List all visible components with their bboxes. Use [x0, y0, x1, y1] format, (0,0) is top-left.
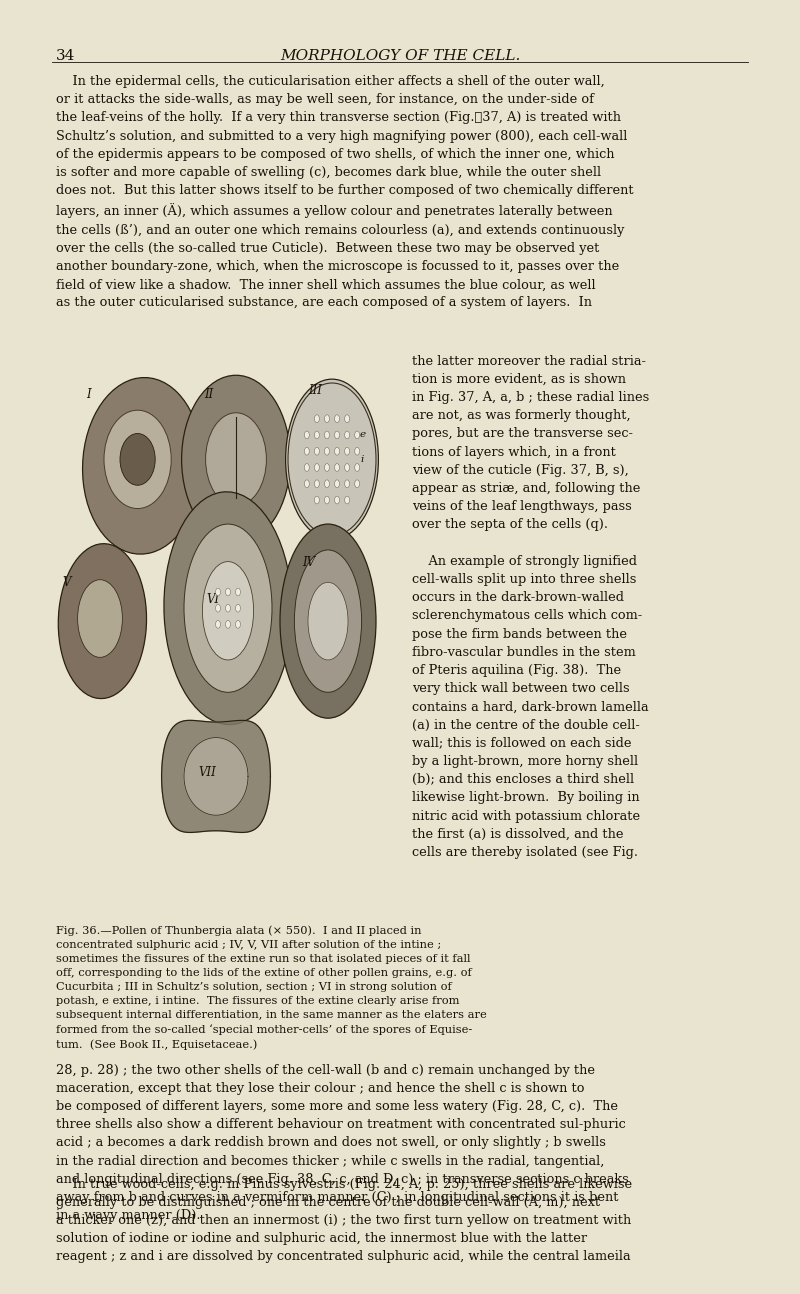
Ellipse shape [206, 413, 266, 506]
Ellipse shape [334, 448, 339, 455]
Ellipse shape [235, 620, 240, 628]
Ellipse shape [325, 463, 330, 471]
Ellipse shape [354, 480, 359, 488]
Ellipse shape [82, 378, 202, 554]
Ellipse shape [305, 463, 310, 471]
Ellipse shape [215, 587, 220, 595]
Text: the latter moreover the radial stria-
tion is more evident, as is shown
in Fig. : the latter moreover the radial stria- ti… [412, 355, 650, 859]
Text: I: I [86, 388, 91, 401]
Text: i: i [360, 455, 363, 465]
Ellipse shape [345, 463, 350, 471]
Text: IV: IV [302, 556, 315, 569]
Ellipse shape [334, 415, 339, 423]
Ellipse shape [354, 448, 359, 455]
Ellipse shape [280, 524, 376, 718]
Ellipse shape [334, 431, 339, 439]
Ellipse shape [215, 604, 220, 612]
Text: MORPHOLOGY OF THE CELL.: MORPHOLOGY OF THE CELL. [280, 49, 520, 63]
Text: In true wood-cells, e.g. in Pinus sylvestris (Fig. 24, A, p. 25), three shells a: In true wood-cells, e.g. in Pinus sylves… [56, 1178, 632, 1263]
Text: e: e [360, 430, 366, 439]
Text: In the epidermal cells, the cuticularisation either affects a shell of the outer: In the epidermal cells, the cuticularisa… [56, 75, 634, 309]
Ellipse shape [120, 433, 155, 485]
Ellipse shape [305, 480, 310, 488]
Text: II: II [204, 388, 214, 401]
Ellipse shape [314, 431, 319, 439]
Ellipse shape [325, 496, 330, 503]
Text: Fig. 36.—Pollen of Thunbergia alata (× 550).  I and II placed in
concentrated su: Fig. 36.—Pollen of Thunbergia alata (× 5… [56, 925, 486, 1049]
Ellipse shape [314, 415, 319, 423]
Ellipse shape [345, 448, 350, 455]
Ellipse shape [334, 463, 339, 471]
Ellipse shape [314, 463, 319, 471]
Ellipse shape [314, 448, 319, 455]
Ellipse shape [58, 543, 146, 699]
Ellipse shape [334, 496, 339, 503]
Ellipse shape [305, 448, 310, 455]
Ellipse shape [184, 524, 272, 692]
Ellipse shape [78, 580, 122, 657]
Text: III: III [308, 384, 322, 397]
Text: 28, p. 28) ; the two other shells of the cell-wall (b and c) remain unchanged by: 28, p. 28) ; the two other shells of the… [56, 1064, 629, 1223]
Text: VII: VII [198, 766, 216, 779]
Ellipse shape [354, 463, 359, 471]
Ellipse shape [286, 379, 378, 540]
Ellipse shape [104, 410, 171, 509]
Text: 34: 34 [56, 49, 75, 63]
Ellipse shape [235, 587, 240, 595]
Ellipse shape [345, 480, 350, 488]
Polygon shape [184, 738, 248, 815]
Ellipse shape [235, 604, 240, 612]
Ellipse shape [325, 415, 330, 423]
Ellipse shape [308, 582, 348, 660]
Text: VI: VI [206, 593, 219, 606]
Ellipse shape [325, 448, 330, 455]
Ellipse shape [305, 431, 310, 439]
Ellipse shape [314, 496, 319, 503]
Ellipse shape [345, 415, 350, 423]
Ellipse shape [325, 480, 330, 488]
Ellipse shape [226, 620, 230, 628]
Ellipse shape [345, 431, 350, 439]
Ellipse shape [215, 620, 220, 628]
Ellipse shape [226, 587, 230, 595]
Ellipse shape [314, 480, 319, 488]
Polygon shape [162, 721, 270, 832]
Text: V: V [62, 576, 71, 589]
Ellipse shape [202, 562, 254, 660]
Ellipse shape [354, 431, 359, 439]
Ellipse shape [164, 492, 292, 725]
Ellipse shape [334, 480, 339, 488]
Ellipse shape [226, 604, 230, 612]
Ellipse shape [182, 375, 290, 543]
Ellipse shape [294, 550, 362, 692]
Ellipse shape [325, 431, 330, 439]
Ellipse shape [345, 496, 350, 503]
